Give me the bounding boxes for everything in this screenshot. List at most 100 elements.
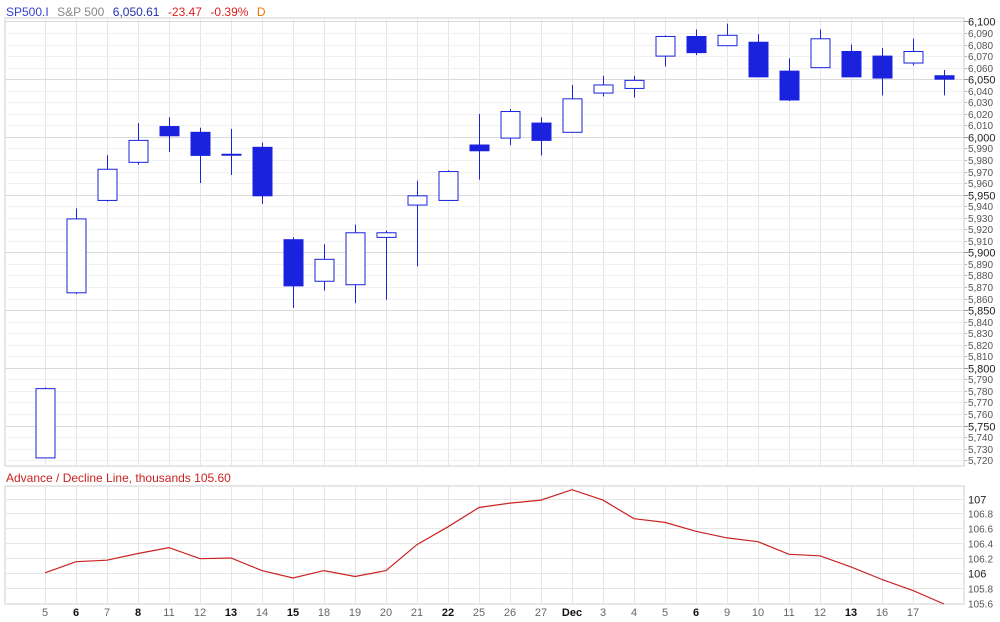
x-tick-label: 5 — [662, 607, 668, 619]
price-tick-label-major: 6,100 — [968, 17, 996, 29]
period-indicator[interactable]: D — [256, 5, 266, 19]
candle-down[interactable] — [779, 70, 800, 101]
x-tick-label: 5 — [42, 607, 48, 619]
chart-header: SP500.I S&P 500 6,050.61 -23.47 -0.39% D — [6, 3, 266, 21]
price-tick-label-minor: 6,010 — [968, 121, 993, 132]
price-tick-label-minor: 5,720 — [968, 456, 993, 467]
candle-up[interactable] — [810, 38, 831, 69]
ad-tick-label: 106.2 — [968, 555, 993, 566]
x-tick-label: 26 — [504, 607, 516, 619]
ad-tick-label: 107 — [968, 495, 986, 507]
price-tick-label-minor: 5,920 — [968, 225, 993, 236]
x-tick-label: 13 — [845, 607, 857, 619]
x-tick-label: 12 — [814, 607, 826, 619]
candle-down[interactable] — [872, 55, 893, 79]
x-tick-label: 15 — [287, 607, 299, 619]
price-tick-label-minor: 5,940 — [968, 202, 993, 213]
candle-up[interactable] — [66, 218, 87, 294]
price-tick-label-minor: 5,770 — [968, 398, 993, 409]
candle-down[interactable] — [283, 239, 304, 287]
x-tick-label: 17 — [907, 607, 919, 619]
candle-up[interactable] — [407, 195, 428, 206]
x-tick-label: 13 — [225, 607, 237, 619]
price-tick-label-minor: 5,740 — [968, 433, 993, 444]
x-tick-label: 21 — [411, 607, 423, 619]
candle-up[interactable] — [314, 258, 335, 282]
candle-down[interactable] — [748, 41, 769, 78]
ad-tick-label: 106 — [968, 569, 986, 581]
price-tick-label-major: 5,950 — [968, 191, 996, 203]
price-tick-label-minor: 5,990 — [968, 144, 993, 155]
x-tick-label: 10 — [752, 607, 764, 619]
price-tick-label-minor: 5,840 — [968, 318, 993, 329]
candle-up[interactable] — [717, 34, 738, 47]
price-tick-label-minor: 6,080 — [968, 41, 993, 52]
price-tick-label-minor: 5,970 — [968, 168, 993, 179]
candle-down[interactable] — [159, 126, 180, 137]
candle-down[interactable] — [686, 35, 707, 54]
x-tick-label: 4 — [631, 607, 637, 619]
x-tick-label: 22 — [442, 607, 454, 619]
price-change-pct: -0.39% — [210, 5, 249, 19]
price-tick-label-minor: 5,960 — [968, 179, 993, 190]
x-tick-label: 3 — [600, 607, 606, 619]
candle-up[interactable] — [624, 79, 645, 89]
symbol-label[interactable]: SP500.I — [6, 5, 49, 19]
candle-up[interactable] — [35, 388, 56, 459]
price-tick-label-major: 5,850 — [968, 306, 996, 318]
price-tick-label-minor: 5,730 — [968, 445, 993, 456]
candle-up[interactable] — [500, 111, 521, 139]
candle-up[interactable] — [97, 168, 118, 201]
price-tick-label-minor: 5,870 — [968, 283, 993, 294]
candle-up[interactable] — [438, 171, 459, 201]
x-tick-label: 25 — [473, 607, 485, 619]
price-tick-label-minor: 5,910 — [968, 237, 993, 248]
x-tick-label: 16 — [876, 607, 888, 619]
candle-up[interactable] — [221, 153, 242, 156]
x-tick-label: 6 — [73, 607, 79, 619]
candle-up[interactable] — [903, 50, 924, 64]
price-tick-label-major: 5,900 — [968, 248, 996, 260]
price-tick-label-major: 6,000 — [968, 133, 996, 145]
candle-down[interactable] — [934, 75, 955, 80]
x-tick-label: 18 — [318, 607, 330, 619]
price-tick-label-minor: 5,810 — [968, 352, 993, 363]
candle-up[interactable] — [376, 232, 397, 238]
ad-label-value: 105.60 — [194, 471, 231, 485]
candle-down[interactable] — [531, 122, 552, 141]
x-tick-label: 9 — [724, 607, 730, 619]
ad-label-text: Advance / Decline Line, thousands — [6, 471, 191, 485]
price-tick-label-minor: 5,760 — [968, 410, 993, 421]
price-tick-label-minor: 6,030 — [968, 98, 993, 109]
candle-down[interactable] — [841, 50, 862, 78]
x-tick-label: 7 — [104, 607, 110, 619]
price-tick-label-minor: 5,860 — [968, 295, 993, 306]
price-tick-label-minor: 6,070 — [968, 52, 993, 63]
x-tick-label: 14 — [256, 607, 268, 619]
x-tick-label: 6 — [693, 607, 699, 619]
last-price: 6,050.61 — [112, 5, 160, 19]
x-tick-label: 11 — [163, 607, 174, 619]
ad-tick-label: 105.6 — [968, 600, 993, 611]
candle-up[interactable] — [345, 232, 366, 286]
price-change: -23.47 — [167, 5, 202, 19]
candle-up[interactable] — [128, 139, 149, 163]
price-tick-label-major: 5,800 — [968, 364, 996, 376]
x-tick-label: 11 — [783, 607, 794, 619]
price-tick-label-minor: 5,980 — [968, 156, 993, 167]
candle-down[interactable] — [190, 131, 211, 156]
price-tick-label-major: 6,050 — [968, 75, 996, 87]
price-tick-label-minor: 5,830 — [968, 329, 993, 340]
x-tick-label: 8 — [135, 607, 141, 619]
x-tick-label: 12 — [194, 607, 206, 619]
candle-down[interactable] — [252, 146, 273, 197]
candle-up[interactable] — [593, 84, 614, 94]
candle-up[interactable] — [655, 35, 676, 57]
ad-line-series[interactable] — [44, 489, 945, 605]
price-tick-label-minor: 6,090 — [968, 29, 993, 40]
price-tick-label-minor: 5,790 — [968, 375, 993, 386]
x-tick-label: 20 — [380, 607, 392, 619]
candle-down[interactable] — [469, 144, 490, 152]
candle-up[interactable] — [562, 98, 583, 133]
